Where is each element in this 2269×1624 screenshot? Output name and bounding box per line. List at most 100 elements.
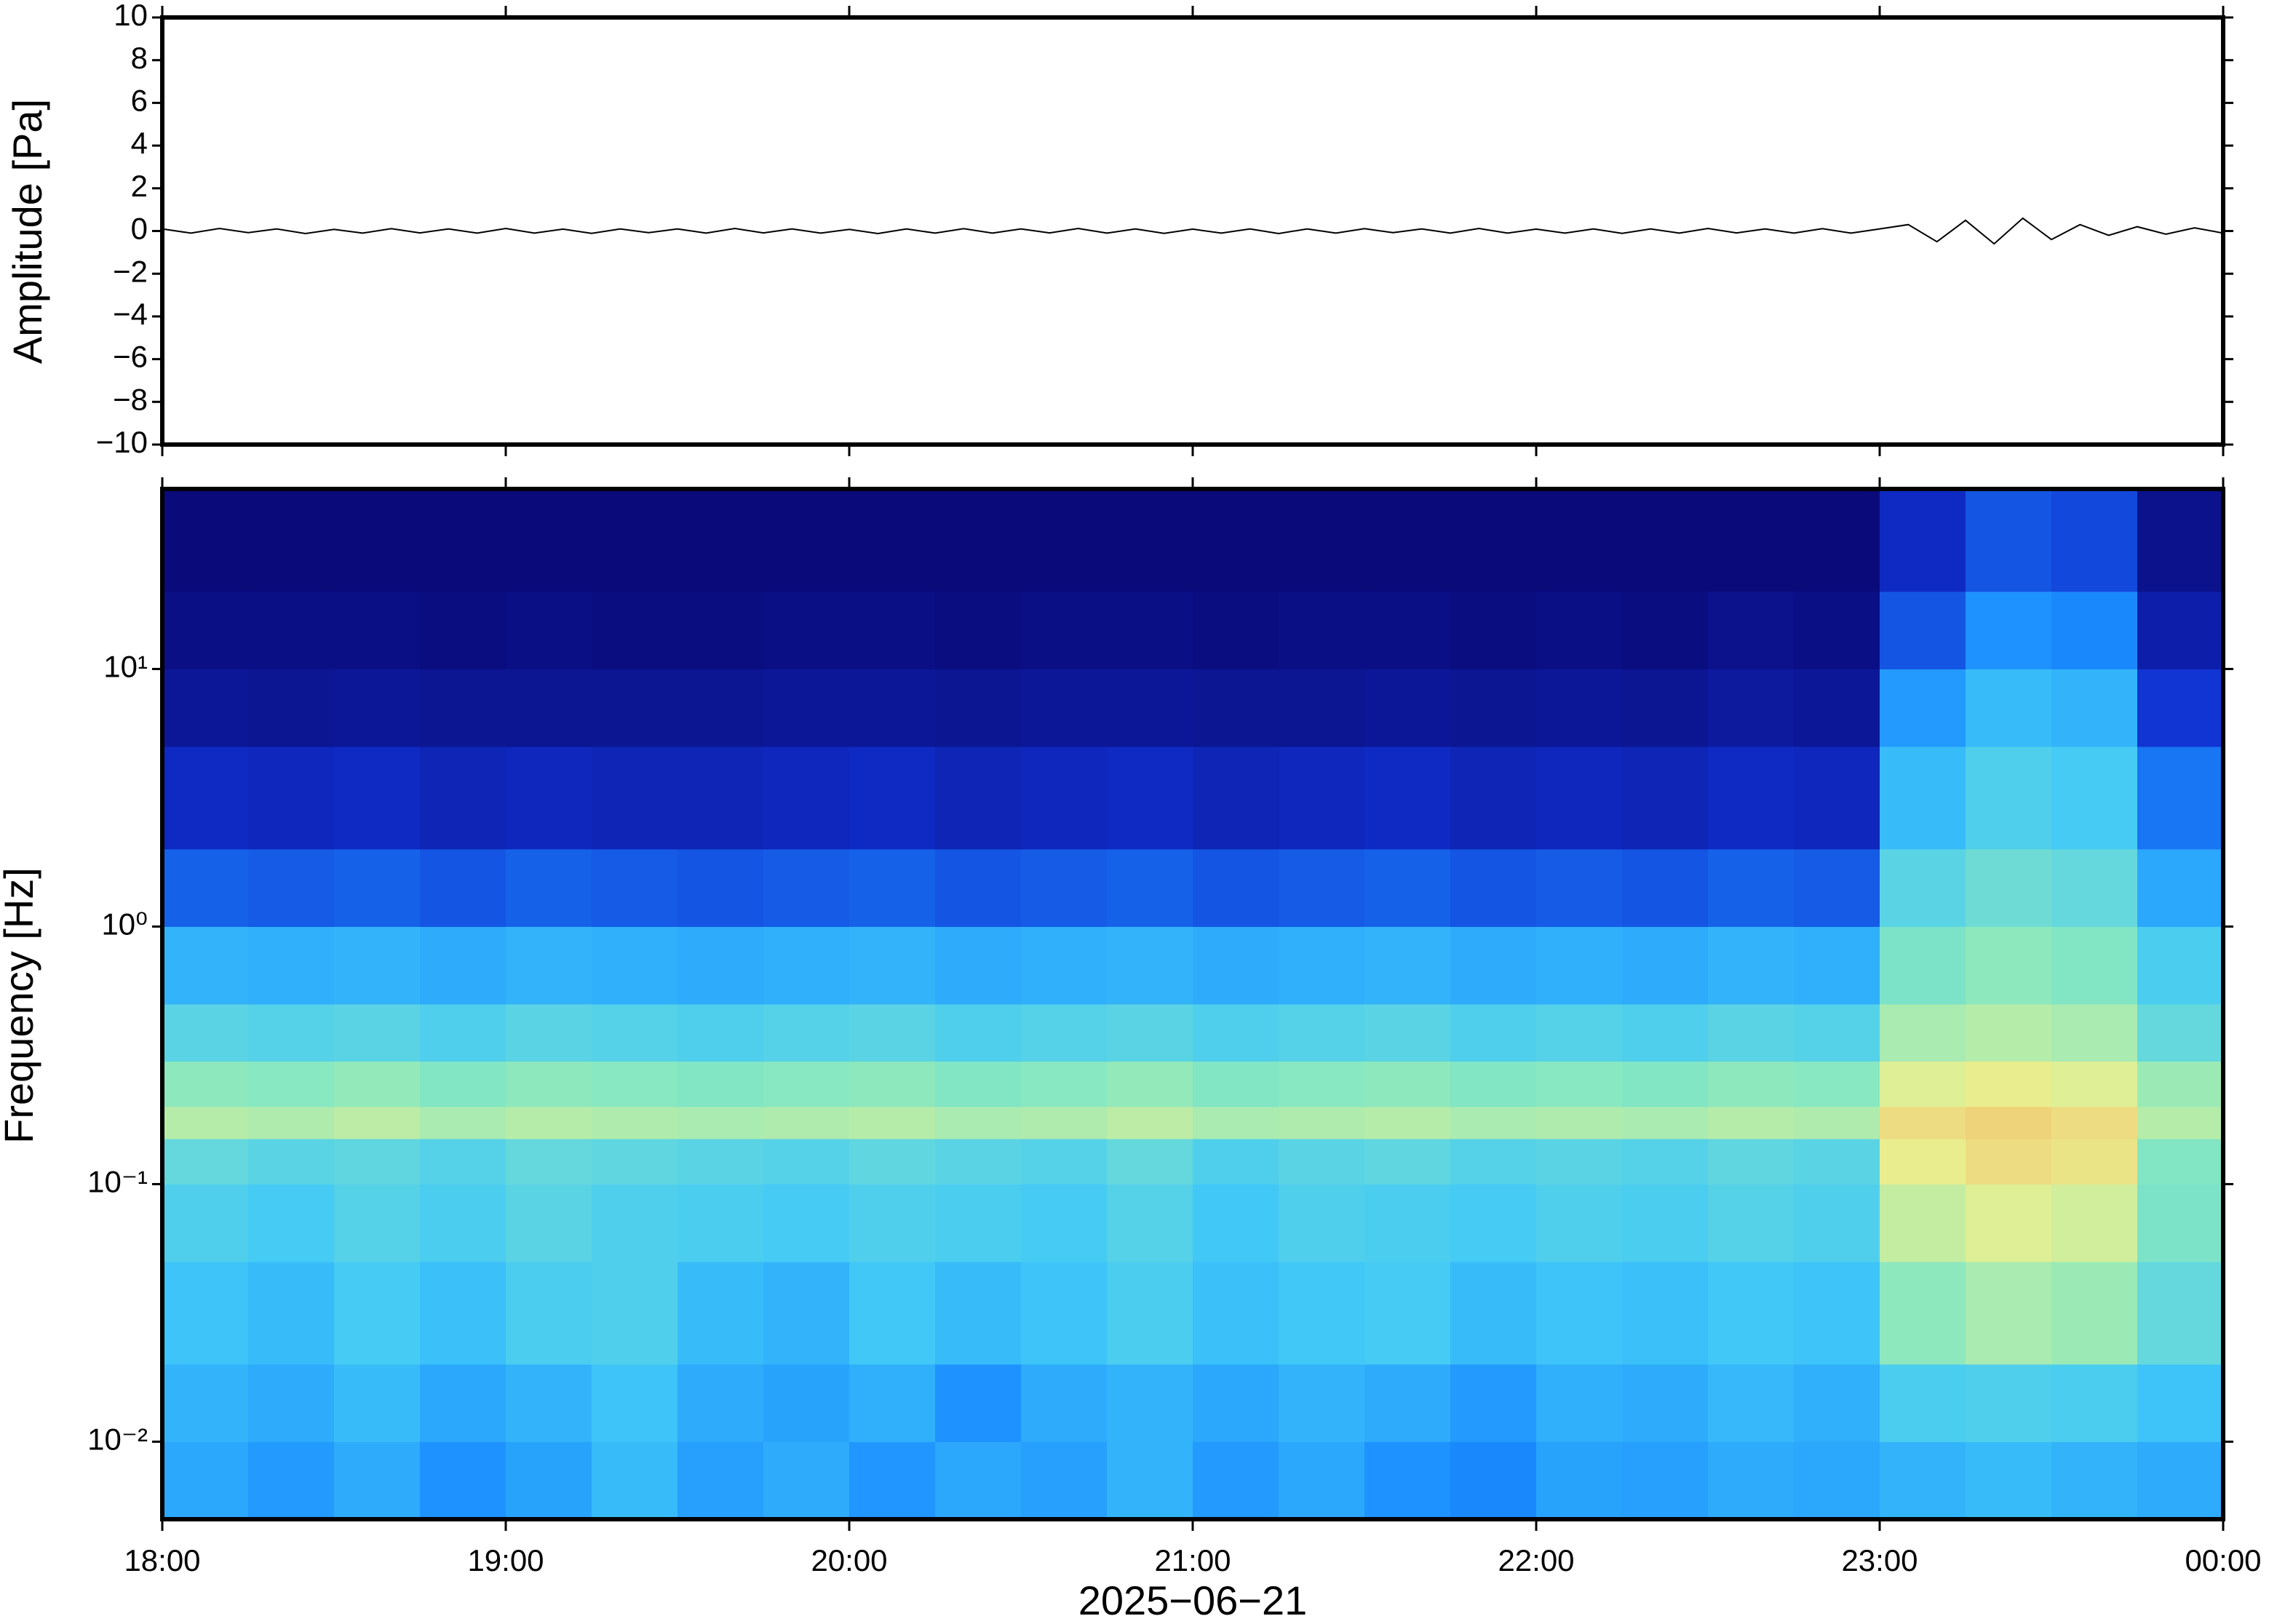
heatmap-cell: [1794, 489, 1880, 592]
heatmap-cell: [506, 669, 592, 747]
heatmap-cell: [763, 489, 850, 592]
heatmap-cell: [506, 1004, 592, 1062]
heatmap-cell: [763, 1061, 850, 1107]
heatmap-cell: [1536, 1262, 1623, 1365]
y-tick-label: 10¹: [103, 650, 148, 684]
heatmap-cell: [1107, 926, 1193, 1005]
heatmap-cell: [1622, 1364, 1709, 1442]
heatmap-cell: [1708, 1106, 1795, 1139]
y-tick-label: 8: [131, 41, 148, 75]
heatmap-cell: [1193, 1139, 1279, 1185]
heatmap-cell: [506, 1364, 592, 1442]
heatmap-cell: [1966, 1106, 2052, 1139]
heatmap-cell: [849, 848, 936, 927]
heatmap-cell: [334, 1139, 421, 1185]
heatmap-cell: [1364, 489, 1451, 592]
heatmap-cell: [162, 1061, 249, 1107]
heatmap-cell: [1708, 1061, 1795, 1107]
heatmap-cell: [1794, 669, 1880, 747]
heatmap-cell: [1708, 848, 1795, 927]
heatmap-cell: [2137, 1004, 2224, 1062]
heatmap-cell: [1622, 1061, 1709, 1107]
heatmap-cell: [1279, 1004, 1365, 1062]
heatmap-cell: [1880, 591, 1966, 669]
heatmap-cell: [849, 669, 936, 747]
heatmap-cell: [677, 669, 764, 747]
heatmap-cell: [334, 1106, 421, 1139]
heatmap-cell: [506, 1106, 592, 1139]
heatmap-cell: [2051, 669, 2138, 747]
heatmap-cell: [1107, 1106, 1193, 1139]
heatmap-cell: [1107, 1364, 1193, 1442]
heatmap-cell: [1364, 1364, 1451, 1442]
y-tick-label: 0: [131, 212, 148, 246]
heatmap-cell: [334, 1262, 421, 1365]
y-tick-label: −8: [113, 382, 148, 416]
heatmap-cell: [248, 1364, 335, 1442]
heatmap-cell: [2051, 1184, 2138, 1262]
heatmap-cell: [2137, 1106, 2224, 1139]
heatmap-cell: [1193, 1061, 1279, 1107]
heatmap-cell: [2137, 1364, 2224, 1442]
heatmap-cell: [506, 489, 592, 592]
heatmap-cell: [162, 1004, 249, 1062]
heatmap-cell: [1708, 1441, 1795, 1520]
heatmap-cell: [1708, 591, 1795, 669]
heatmap-cell: [1708, 489, 1795, 592]
heatmap-cell: [162, 1139, 249, 1185]
y-tick-label: 10⁻¹: [87, 1165, 148, 1199]
heatmap-cell: [248, 669, 335, 747]
heatmap-cell: [1880, 1364, 1966, 1442]
heatmap-cell: [1021, 489, 1108, 592]
y-tick-label: 6: [131, 83, 148, 117]
heatmap-cell: [1193, 747, 1279, 850]
heatmap-cell: [592, 1441, 678, 1520]
x-tick-label: 20:00: [811, 1543, 887, 1577]
heatmap-cell: [1193, 926, 1279, 1005]
heatmap-cell: [1880, 1184, 1966, 1262]
heatmap-cell: [2051, 1364, 2138, 1442]
heatmap-cell: [1622, 848, 1709, 927]
heatmap-cell: [1536, 1061, 1623, 1107]
heatmap-cell: [1450, 489, 1537, 592]
heatmap-cell: [1364, 848, 1451, 927]
heatmap-cell: [2051, 1139, 2138, 1185]
heatmap-cell: [677, 1262, 764, 1365]
heatmap-cell: [506, 926, 592, 1005]
x-tick-label: 19:00: [467, 1543, 544, 1577]
heatmap-cell: [677, 848, 764, 927]
heatmap-cell: [1880, 669, 1966, 747]
heatmap-cell: [248, 1441, 335, 1520]
heatmap-cell: [1021, 1364, 1108, 1442]
heatmap-cell: [592, 926, 678, 1005]
heatmap-cell: [849, 489, 936, 592]
heatmap-cell: [2051, 1061, 2138, 1107]
heatmap-cell: [1021, 1262, 1108, 1365]
heatmap-cell: [935, 1106, 1022, 1139]
heatmap-cell: [849, 1004, 936, 1062]
heatmap-cell: [2051, 1004, 2138, 1062]
heatmap-cell: [1450, 747, 1537, 850]
heatmap-cell: [248, 1106, 335, 1139]
heatmap-cell: [1966, 1004, 2052, 1062]
plot-frame: [160, 487, 2225, 1521]
heatmap-cell: [1193, 1004, 1279, 1062]
heatmap-cell: [2051, 591, 2138, 669]
heatmap-cell: [334, 1004, 421, 1062]
heatmap-cell: [1708, 926, 1795, 1005]
heatmap-cell: [1794, 591, 1880, 669]
heatmap-cell: [248, 926, 335, 1005]
heatmap-cell: [1622, 1441, 1709, 1520]
heatmap-cell: [935, 1441, 1022, 1520]
heatmap-cell: [1279, 1139, 1365, 1185]
heatmap-cell: [420, 591, 506, 669]
heatmap-cell: [1021, 1139, 1108, 1185]
heatmap-cell: [506, 1139, 592, 1185]
heatmap-cell: [1880, 1106, 1966, 1139]
heatmap-cell: [677, 1364, 764, 1442]
heatmap-cell: [334, 926, 421, 1005]
heatmap-cell: [1450, 926, 1537, 1005]
heatmap-cell: [334, 669, 421, 747]
heatmap-cell: [849, 747, 936, 850]
heatmap-cell: [1107, 1262, 1193, 1365]
